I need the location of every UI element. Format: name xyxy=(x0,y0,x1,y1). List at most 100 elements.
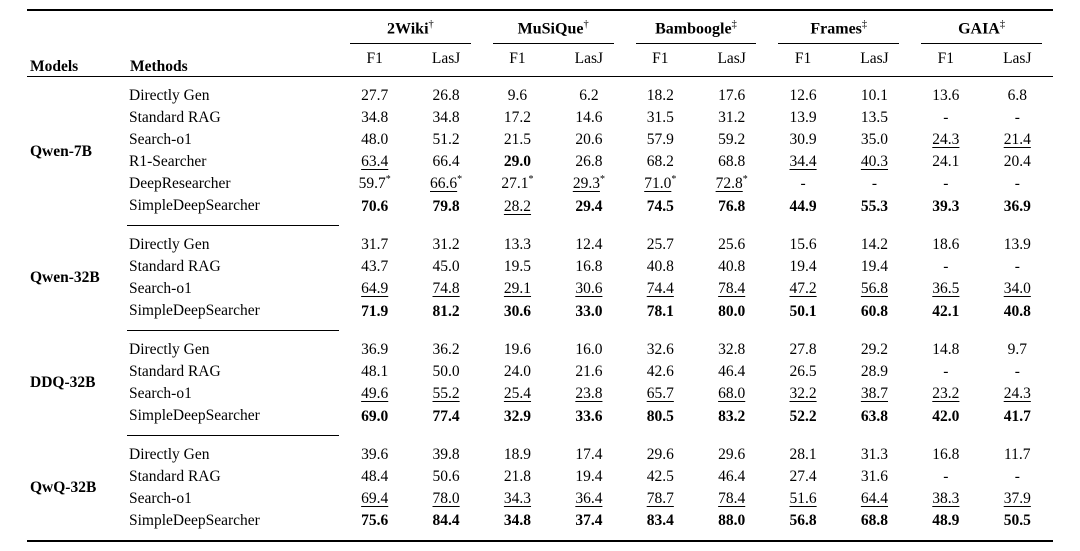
metric-value: 63.8 xyxy=(860,407,889,425)
benchmark-header: Frames‡ xyxy=(767,10,910,45)
metric-value: 37.4 xyxy=(575,512,603,530)
metric-value: 26.5 xyxy=(789,363,817,381)
metric-cell: 31.7 xyxy=(339,226,410,257)
metric-cell: 6.8 xyxy=(982,77,1053,108)
metric-cell: 78.0 xyxy=(410,488,481,510)
table-row: Qwen-7B Directly Gen 27.7 26.8 9.6 6.2 18.2 17.… xyxy=(27,77,1053,159)
table-row: Standard RAG 48.1 50.0 24.0 21.6 42.6 46.4 26.5… xyxy=(27,361,1053,383)
metric-value: 21.8 xyxy=(503,468,532,486)
metric-value: 21.5 xyxy=(503,131,532,149)
metric-value: 71.9 xyxy=(361,302,389,320)
metric-cell: 13.5 xyxy=(839,107,910,129)
metric-cell: 83.4 xyxy=(625,510,696,541)
metric-cell: 13.3 xyxy=(482,226,553,257)
metric-cell: 83.2 xyxy=(696,405,767,436)
method-name: Search-o1 xyxy=(129,385,192,403)
metric-value: 24.3 xyxy=(932,131,960,149)
metric-value: 29.0 xyxy=(503,153,532,171)
metric-value: 12.4 xyxy=(575,236,603,254)
metric-value: 66.4 xyxy=(432,153,460,171)
model-name: Qwen-32B xyxy=(30,269,100,287)
metric-cell: 36.9 xyxy=(339,331,410,362)
metric-value: 51.2 xyxy=(432,131,460,149)
metric-cell: 10.1 xyxy=(839,77,910,108)
metric-value: 66.6 xyxy=(430,175,458,193)
metric-cell: 74.4 xyxy=(625,278,696,300)
metric-cell: 36.9 xyxy=(982,195,1053,226)
metric-value: 50.1 xyxy=(789,302,817,320)
metric-value: 33.0 xyxy=(575,302,603,320)
metric-cell: 16.8 xyxy=(553,256,624,278)
table-row: Search-o1 48.0 51.2 21.5 20.6 57.9 59.2 30.9 35.… xyxy=(27,129,1053,151)
metric-value: - xyxy=(943,109,949,127)
metric-cell: 51.2 xyxy=(410,129,481,151)
method-name: SimpleDeepSearcher xyxy=(129,407,260,425)
metric-cell: 69.0 xyxy=(339,405,410,436)
metric-cell: 29.2 xyxy=(839,331,910,362)
benchmark-name: Bamboogle‡ xyxy=(635,19,757,45)
metric-cell: 59.2 xyxy=(696,129,767,151)
metric-value: 42.5 xyxy=(646,468,674,486)
metric-value: 84.4 xyxy=(432,512,460,530)
metric-value: 38.7 xyxy=(860,385,889,403)
metric-value: 44.9 xyxy=(789,197,817,215)
metric-cell: 65.7 xyxy=(625,383,696,405)
metric-value: 24.3 xyxy=(1003,385,1031,403)
metric-value: 50.6 xyxy=(432,468,460,486)
method-name: Standard RAG xyxy=(129,109,221,127)
metric-cell: 60.8 xyxy=(839,300,910,331)
metric-cell: 74.5 xyxy=(625,195,696,226)
metric-value: 27.4 xyxy=(789,468,817,486)
metric-value: 77.4 xyxy=(432,407,460,425)
metric-cell: 34.8 xyxy=(410,107,481,129)
metric-cell: 37.4 xyxy=(553,510,624,541)
metric-value: 20.4 xyxy=(1003,153,1031,171)
metric-cell: 79.8 xyxy=(410,195,481,226)
table-row: Standard RAG 48.4 50.6 21.8 19.4 42.5 46.4 27.4… xyxy=(27,466,1053,488)
metric-cell: 26.8 xyxy=(553,151,624,173)
metric-value: 27.8 xyxy=(789,341,817,359)
metric-cell: 37.9 xyxy=(982,488,1053,510)
metric-cell: 31.3 xyxy=(839,436,910,467)
metric-cell: 29.1 xyxy=(482,278,553,300)
metric-cell: 19.6 xyxy=(482,331,553,362)
metric-cell: 71.0* xyxy=(625,173,696,195)
metric-value: 6.2 xyxy=(579,87,599,105)
metric-value: 19.5 xyxy=(503,258,532,276)
metric-cell: 17.2 xyxy=(482,107,553,129)
metric-value: 30.6 xyxy=(503,302,532,320)
metric-value: 80.0 xyxy=(718,302,746,320)
metric-subheader-row: F1 LasJ F1 LasJ F1 LasJ F1 LasJ F1 LasJ xyxy=(27,44,1053,78)
metric-value: - xyxy=(943,468,949,486)
benchmark-name: 2Wiki† xyxy=(350,19,471,45)
metric-value: 34.8 xyxy=(432,109,460,127)
metric-value: 46.4 xyxy=(718,363,746,381)
metric-cell: 15.6 xyxy=(767,226,838,257)
metric-value: 40.3 xyxy=(860,153,889,171)
metric-cell: 49.6 xyxy=(339,383,410,405)
metric-value: 25.6 xyxy=(718,236,746,254)
metric-value: 12.6 xyxy=(789,87,817,105)
metric-value: 40.8 xyxy=(718,258,746,276)
metric-cell: 19.4 xyxy=(839,256,910,278)
metric-cell: - xyxy=(982,361,1053,383)
metric-value: 15.6 xyxy=(789,236,817,254)
method-name: Directly Gen xyxy=(127,330,339,362)
metric-value: 48.9 xyxy=(932,512,960,530)
metric-cell: 9.6 xyxy=(482,77,553,108)
metric-cell: 84.4 xyxy=(410,510,481,541)
metric-cell: 25.7 xyxy=(625,226,696,257)
metric-header: LasJ xyxy=(981,44,1053,78)
dagger-mark: ‡ xyxy=(731,19,737,30)
metric-value: 17.2 xyxy=(503,109,532,127)
metric-cell: 32.2 xyxy=(767,383,838,405)
table-row: SimpleDeepSearcher 71.9 81.2 30.6 33.0 78.1 80… xyxy=(27,300,1053,331)
metric-value: 31.6 xyxy=(860,468,889,486)
method-name: Search-o1 xyxy=(129,280,192,298)
metric-value: 18.2 xyxy=(646,87,674,105)
table-row: Search-o1 69.4 78.0 34.3 36.4 78.7 78.4 51.6 64.… xyxy=(27,488,1053,510)
metric-value: - xyxy=(943,363,949,381)
metric-cell: 71.9 xyxy=(339,300,410,331)
metric-value: 29.4 xyxy=(575,197,603,215)
